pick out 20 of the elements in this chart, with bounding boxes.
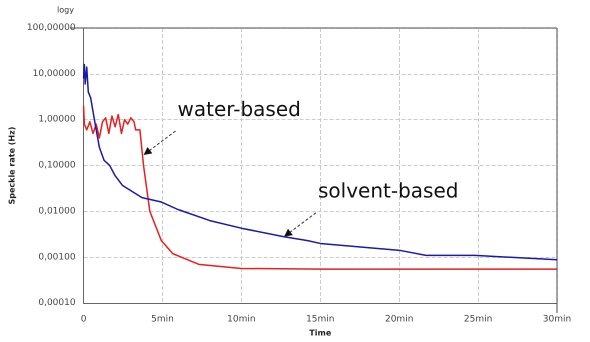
x-tick-label: 0 — [80, 314, 87, 325]
text: logy — [57, 6, 74, 14]
y-tick-label: 0,10000 — [38, 160, 76, 171]
x-tick-label: 25min — [464, 314, 492, 325]
x-tick-label: 15min — [306, 314, 335, 325]
x-tick-label: 30min — [542, 314, 572, 325]
x-tick-label: 5min — [151, 314, 174, 325]
y-tick-label: 10,00000 — [32, 68, 76, 79]
y-tick-label: 1,00000 — [38, 114, 76, 125]
line-series — [82, 64, 558, 261]
x-tick-label: 10min — [227, 314, 256, 325]
x-tick-label: 20min — [384, 314, 414, 325]
y-tick-label: 0,00100 — [38, 252, 76, 262]
y-tick-label: 0,00010 — [38, 298, 76, 308]
y-tick-label: 0,01000 — [38, 206, 76, 216]
y-axis-title: Speckle rate (Hz) — [8, 126, 16, 205]
y-tick-label: 100,00000 — [26, 23, 76, 33]
x-axis-title: Time — [309, 328, 332, 338]
annotation: water-based — [178, 96, 301, 121]
annotation: solvent-based — [318, 178, 458, 203]
